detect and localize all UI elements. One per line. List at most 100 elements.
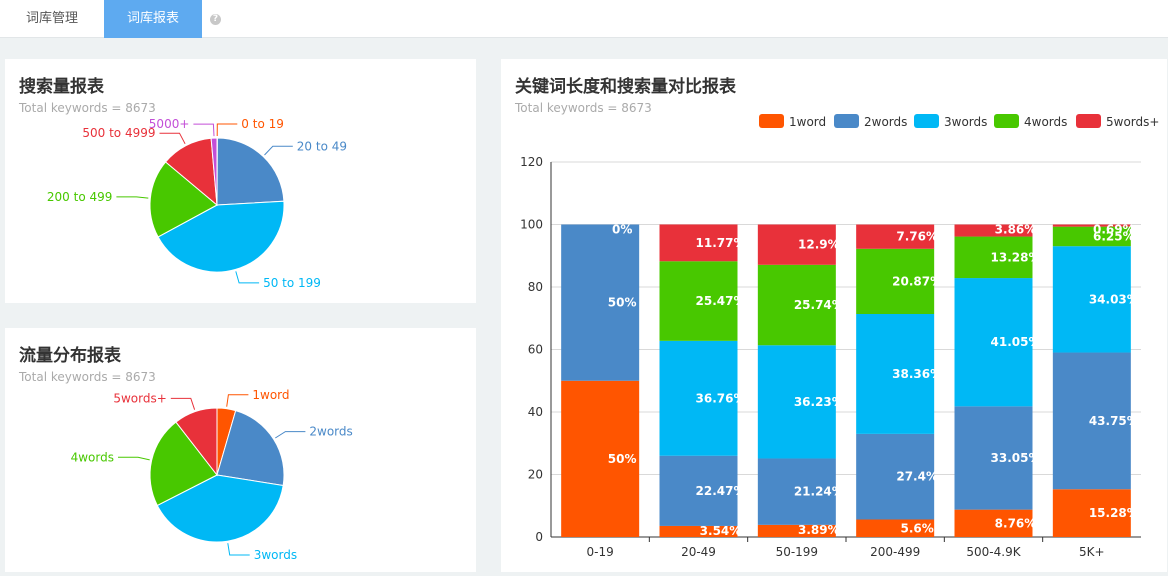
search-volume-pie-slice[interactable] xyxy=(210,137,218,206)
traffic-pie-leader-line xyxy=(275,431,306,439)
search-volume-pie-slice-label: 200 to 499 xyxy=(47,190,112,204)
bar-segment[interactable] xyxy=(561,224,640,381)
bar-value-label: 25.74% xyxy=(794,298,844,312)
bar-value-label: 0.69% xyxy=(1093,223,1135,237)
traffic-distribution-subtitle: Total keywords = 8673 xyxy=(19,370,156,384)
search-volume-pie-slice[interactable] xyxy=(149,161,218,238)
y-tick-label: 80 xyxy=(528,280,543,294)
traffic-pie-slice[interactable] xyxy=(175,407,218,477)
traffic-pie-leader-line xyxy=(170,397,196,410)
search-volume-pie-leader-line xyxy=(159,132,186,145)
traffic-pie-slice[interactable] xyxy=(156,474,284,543)
traffic-pie-leader-line xyxy=(118,456,150,461)
tab-keyword-management[interactable]: 词库管理 xyxy=(25,11,78,26)
bar-value-label: 27.4% xyxy=(896,470,938,484)
search-volume-pie-slice-label: 5000+ xyxy=(149,117,190,131)
search-volume-pie-slice-label: 500 to 4999 xyxy=(82,126,155,140)
bar-segment[interactable] xyxy=(856,248,935,314)
bar-segment[interactable] xyxy=(1052,224,1131,227)
search-volume-pie-leader-line xyxy=(235,271,260,284)
traffic-pie-slice[interactable] xyxy=(149,421,218,507)
bar-value-label: 38.36% xyxy=(892,367,942,381)
bar-segment[interactable] xyxy=(1052,246,1131,353)
bar-segment[interactable] xyxy=(659,261,738,341)
bar-value-label: 6.25% xyxy=(1093,229,1135,243)
x-tick-label: 200-499 xyxy=(870,545,920,559)
search-volume-panel: 搜索量报表 Total keywords = 8673 0 to 19 20 to… xyxy=(5,59,476,303)
bar-value-label: 33.05% xyxy=(991,451,1041,465)
bar-value-label: 36.76% xyxy=(696,391,746,405)
bar-value-label: 8.76% xyxy=(995,516,1037,530)
search-volume-pie-slice-label: 20 to 49 xyxy=(297,139,347,153)
traffic-pie-slice-label: 3words xyxy=(254,548,297,562)
y-tick-label: 0 xyxy=(535,530,543,544)
legend-label[interactable]: 5words+ xyxy=(1106,115,1159,129)
legend-swatch[interactable] xyxy=(834,114,859,128)
bar-segment[interactable] xyxy=(659,224,738,262)
traffic-pie-slice[interactable] xyxy=(216,410,285,487)
bar-value-label: 12.9% xyxy=(798,238,840,252)
bar-value-label: 25.47% xyxy=(696,294,746,308)
y-tick-label: 20 xyxy=(528,468,543,482)
report-tab-bar: 词库管理 词库报表 ? xyxy=(0,0,1168,38)
bar-segment[interactable] xyxy=(659,525,738,537)
question-icon[interactable]: ? xyxy=(210,14,221,25)
legend-swatch[interactable] xyxy=(759,114,784,128)
bar-value-label: 7.76% xyxy=(896,230,938,244)
bar-segment[interactable] xyxy=(856,433,935,520)
x-tick-label: 500-4.9K xyxy=(966,545,1021,559)
bar-value-label: 5.6% xyxy=(901,521,934,535)
search-volume-pie-slice-label: 50 to 199 xyxy=(263,276,321,290)
search-volume-pie-slice[interactable] xyxy=(216,137,285,206)
tab-keyword-report[interactable]: 词库报表 xyxy=(104,0,202,38)
legend-label[interactable]: 3words xyxy=(944,115,987,129)
bar-segment[interactable] xyxy=(1052,352,1131,490)
bar-value-label: 13.28% xyxy=(991,250,1041,264)
bar-segment[interactable] xyxy=(757,224,836,265)
traffic-pie-leader-line xyxy=(227,543,250,556)
bar-value-label: 3.54% xyxy=(700,524,742,538)
bar-value-label: 43.75% xyxy=(1089,414,1139,428)
bar-value-label: 34.03% xyxy=(1089,292,1139,306)
bar-segment[interactable] xyxy=(757,524,836,537)
bar-value-label: 50% xyxy=(608,296,637,310)
legend-swatch[interactable] xyxy=(1076,114,1101,128)
bar-value-label: 50% xyxy=(608,452,637,466)
legend-label[interactable]: 4words xyxy=(1024,115,1067,129)
bar-value-label: 0% xyxy=(612,223,632,237)
bar-segment[interactable] xyxy=(856,224,935,249)
x-tick-label: 0-19 xyxy=(587,545,614,559)
bar-segment[interactable] xyxy=(1052,226,1131,247)
traffic-pie-leader-line xyxy=(226,394,249,407)
search-volume-pie-slice-label: 0 to 19 xyxy=(241,117,284,131)
search-volume-subtitle: Total keywords = 8673 xyxy=(19,101,156,115)
bar-segment[interactable] xyxy=(954,406,1033,510)
bar-segment[interactable] xyxy=(757,345,836,459)
bar-segment[interactable] xyxy=(659,455,738,526)
y-tick-label: 40 xyxy=(528,405,543,419)
bar-segment[interactable] xyxy=(856,314,935,434)
bar-segment[interactable] xyxy=(954,224,1033,237)
traffic-distribution-pie-chart: 1word 2words 3words 4words 5words+ xyxy=(71,388,353,562)
bar-segment[interactable] xyxy=(954,236,1033,279)
bar-segment[interactable] xyxy=(856,519,935,538)
bar-segment[interactable] xyxy=(954,509,1033,537)
bar-segment[interactable] xyxy=(954,278,1033,407)
bar-value-label: 22.47% xyxy=(696,484,746,498)
bar-segment[interactable] xyxy=(757,458,836,525)
y-tick-label: 60 xyxy=(528,343,543,357)
bar-segment[interactable] xyxy=(757,264,836,346)
legend-swatch[interactable] xyxy=(994,114,1019,128)
search-volume-pie-leader-line xyxy=(116,196,149,199)
legend-label[interactable]: 1word xyxy=(789,115,826,129)
length-volume-stacked-bar-chart: 1word 2words 3words 4words 5words+ 0 20 40 60 80 1… xyxy=(520,114,1159,559)
bar-segment[interactable] xyxy=(659,340,738,456)
search-volume-pie-slice[interactable] xyxy=(157,200,285,273)
legend-label[interactable]: 2words xyxy=(864,115,907,129)
legend-swatch[interactable] xyxy=(914,114,939,128)
y-tick-label: 100 xyxy=(520,218,543,232)
bar-value-label: 3.86% xyxy=(995,223,1037,237)
x-tick-label: 50-199 xyxy=(776,545,819,559)
bar-segment[interactable] xyxy=(1052,489,1131,537)
bar-segment[interactable] xyxy=(561,380,640,537)
